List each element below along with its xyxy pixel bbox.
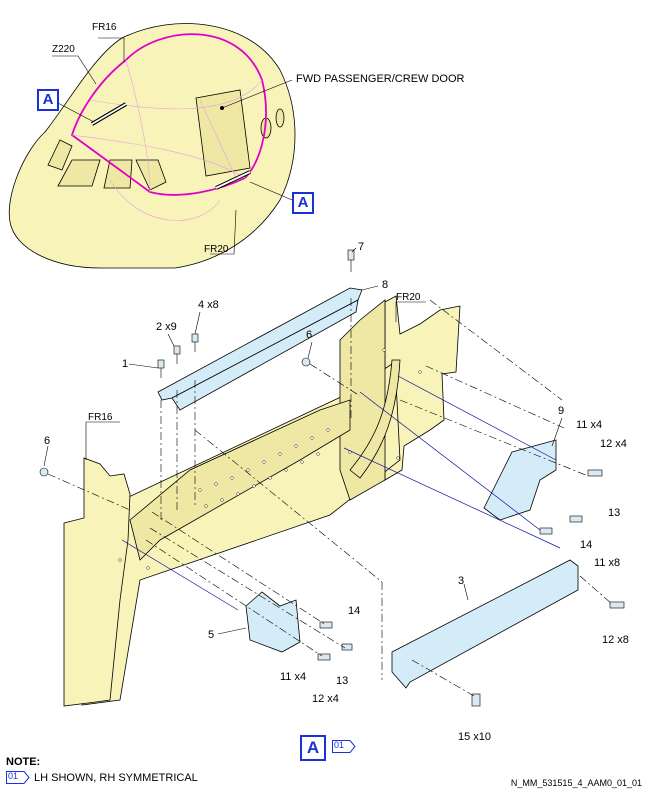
part-label-1: 1 bbox=[122, 358, 128, 370]
part-label-6-front: 6 bbox=[44, 435, 50, 447]
part-3-lower-sill bbox=[391, 559, 579, 689]
installation-lines bbox=[47, 298, 613, 697]
part-5-bracket bbox=[245, 591, 301, 653]
drawing-reference: N_MM_531515_4_AAM0_01_01 bbox=[510, 778, 642, 788]
part-label-2: 2 x9 bbox=[156, 321, 177, 333]
view-note-badge[interactable]: 01 bbox=[332, 740, 356, 753]
fastener-bolts bbox=[39, 249, 625, 707]
part-label-12-sill: 12 x8 bbox=[602, 634, 629, 646]
frame-fr16-detail: FR16 bbox=[88, 412, 113, 423]
note-badge[interactable]: 01 bbox=[6, 771, 30, 784]
part-label-11-lower: 11 x4 bbox=[280, 671, 306, 683]
note-badge-shape-icon bbox=[332, 740, 356, 753]
frame-fr20-detail: FR20 bbox=[396, 292, 421, 303]
part-label-5: 5 bbox=[208, 629, 214, 641]
part-labels: 1 2 x9 3 4 x8 5 6 6 7 8 9 11 x4 12 x4 13… bbox=[44, 241, 629, 743]
callout-a-top[interactable]: A bbox=[37, 89, 59, 111]
part-label-13-upper: 13 bbox=[608, 507, 620, 519]
part-leaders bbox=[43, 247, 563, 635]
note-title: NOTE: bbox=[6, 756, 41, 768]
part-label-15: 15 x10 bbox=[458, 731, 491, 743]
part-label-4: 4 x8 bbox=[198, 299, 219, 311]
door-sill-structure bbox=[63, 295, 461, 707]
part-9-fitting bbox=[483, 439, 557, 521]
part-8-upper-angle bbox=[157, 287, 363, 411]
part-label-14-upper: 14 bbox=[580, 539, 592, 551]
callout-a-right[interactable]: A bbox=[292, 192, 314, 214]
frame-fr20-overview: FR20 bbox=[204, 244, 229, 255]
part-label-3: 3 bbox=[458, 575, 464, 587]
part-label-8: 8 bbox=[382, 279, 388, 291]
view-note-badge-label: 01 bbox=[334, 740, 345, 750]
part-label-7: 7 bbox=[358, 241, 364, 253]
note-text: LH SHOWN, RH SYMMETRICAL bbox=[34, 772, 198, 784]
part-label-11-upper: 11 x4 bbox=[576, 419, 602, 431]
note-badge-label: 01 bbox=[8, 771, 19, 781]
frame-fr16-overview: FR16 bbox=[92, 22, 117, 33]
door-label: FWD PASSENGER/CREW DOOR bbox=[296, 73, 465, 85]
fuselage-nose-overview bbox=[8, 23, 296, 269]
part-label-13-lower: 13 bbox=[336, 675, 348, 687]
part-label-9: 9 bbox=[558, 405, 564, 417]
note-badge-shape-icon bbox=[6, 771, 30, 784]
part-label-12-upper: 12 x4 bbox=[600, 438, 627, 450]
frame-z220-overview: Z220 bbox=[52, 44, 75, 55]
part-label-6-rear: 6 bbox=[306, 329, 312, 341]
part-label-14-lower: 14 bbox=[348, 605, 360, 617]
part-label-12-lower: 12 x4 bbox=[312, 693, 339, 705]
part-label-11-sill: 11 x8 bbox=[594, 557, 620, 569]
view-a-label: A bbox=[300, 735, 326, 761]
